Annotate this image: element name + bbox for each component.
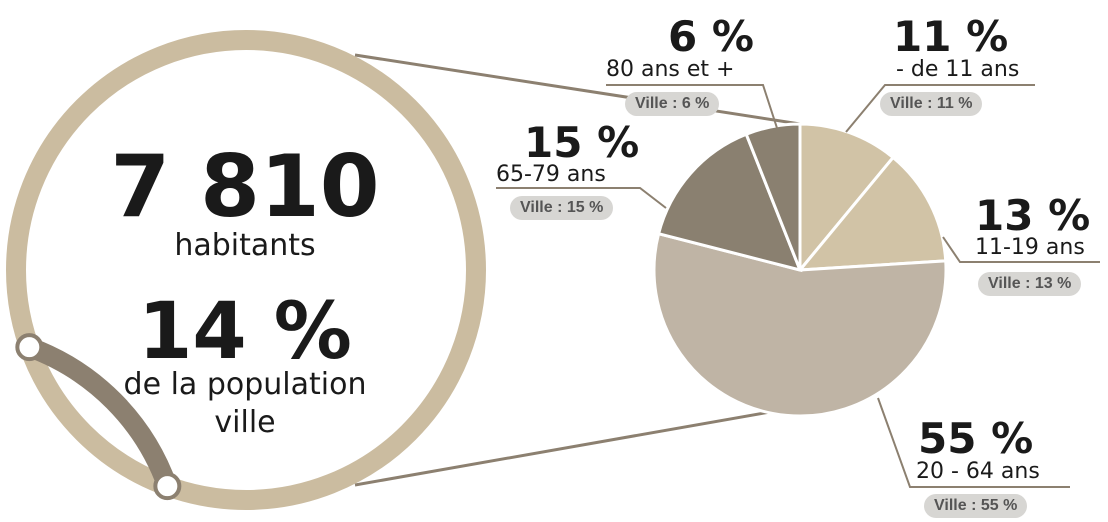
connector-bottom — [354, 410, 771, 487]
share-label-line1: de la population — [123, 367, 367, 402]
slice-label-20-64: 20 - 64 ans — [916, 459, 1040, 484]
leader-65-79 — [496, 187, 667, 209]
pie-slice-65-79 — [656, 132, 803, 273]
ring-share-end-dot — [153, 472, 182, 501]
pie-slice-80plus — [744, 122, 802, 271]
slice-pct-20-64: 55 % — [918, 414, 1034, 463]
ring-share-start-dot — [15, 333, 44, 362]
connector-top — [354, 53, 801, 126]
leader-under11 — [845, 84, 1035, 133]
slice-pct-under11: 11 % — [893, 12, 1009, 61]
label-leader-lines — [496, 84, 1100, 488]
slice-pct-11-19: 13 % — [975, 191, 1091, 240]
slice-ville-65-79: Ville : 15 % — [510, 196, 614, 220]
zoom-connector-lines — [354, 53, 801, 487]
population-label: habitants — [174, 228, 316, 263]
leader-20-64 — [877, 397, 1070, 488]
slice-label-under11: - de 11 ans — [896, 57, 1020, 82]
slice-pct-80plus: 6 % — [668, 12, 754, 61]
population-ring — [6, 30, 486, 510]
leader-80plus — [606, 84, 778, 129]
leader-11-19 — [942, 236, 1100, 263]
slice-pct-65-79: 15 % — [524, 118, 640, 167]
slice-label-80plus: 80 ans et + — [606, 57, 735, 82]
slice-ville-11-19: Ville : 13 % — [978, 272, 1082, 296]
slice-ville-under11: Ville : 11 % — [880, 92, 983, 116]
slice-label-11-19: 11-19 ans — [975, 235, 1085, 260]
share-value: 14 % — [138, 287, 352, 377]
slice-ville-20-64: Ville : 55 % — [924, 494, 1028, 518]
slice-label-65-79: 65-79 ans — [496, 162, 606, 187]
pie-slice-11-19 — [796, 155, 948, 272]
slice-ville-80plus: Ville : 6 % — [625, 92, 720, 116]
ring-share-arc — [25, 337, 177, 490]
ring-track — [6, 30, 486, 510]
pie-slice-under11 — [798, 122, 896, 275]
age-pie-chart — [652, 122, 948, 418]
share-label-line2: ville — [214, 405, 276, 440]
pie-slice-20-64 — [652, 231, 948, 418]
population-value: 7 810 — [110, 137, 380, 237]
